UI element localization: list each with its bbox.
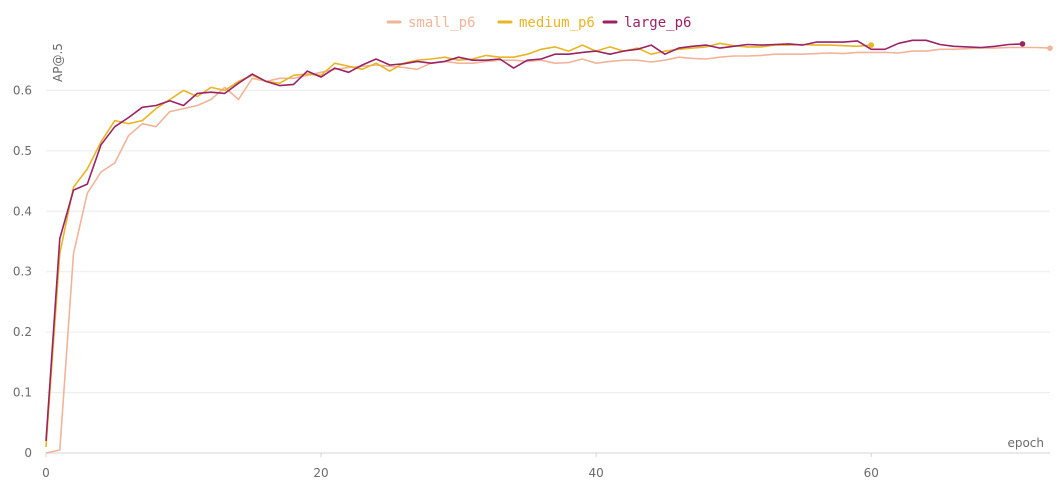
legend: small_p6 medium_p6 large_p6 bbox=[386, 15, 691, 31]
series-line-medium_p6 bbox=[45, 42, 872, 448]
legend-label: large_p6 bbox=[624, 15, 691, 31]
series-endpoint-large_p6 bbox=[1019, 41, 1026, 47]
y-tick-labels: 0 0.1 0.2 0.3 0.4 0.5 0.6 bbox=[13, 83, 32, 460]
grid-lines bbox=[46, 89, 1050, 394]
series-endpoint-medium_p6 bbox=[868, 42, 875, 48]
legend-item-medium_p6[interactable]: medium_p6 bbox=[497, 15, 595, 31]
x-tick-label: 60 bbox=[864, 466, 879, 480]
legend-item-large_p6[interactable]: large_p6 bbox=[602, 15, 691, 31]
y-tick-label: 0 bbox=[24, 446, 32, 460]
series-group bbox=[45, 39, 1053, 454]
y-tick-label: 0.3 bbox=[13, 265, 32, 279]
y-axis-title: AP@.5 bbox=[51, 43, 65, 82]
legend-item-small_p6[interactable]: small_p6 bbox=[386, 15, 475, 31]
series-line-large_p6 bbox=[45, 39, 1023, 441]
legend-label: small_p6 bbox=[408, 15, 475, 31]
series-endpoint-small_p6 bbox=[1047, 45, 1053, 51]
x-tick-labels: 0 20 40 60 bbox=[42, 453, 879, 480]
x-tick-label: 20 bbox=[313, 466, 328, 480]
y-tick-label: 0.6 bbox=[13, 83, 32, 97]
y-tick-label: 0.1 bbox=[13, 386, 32, 400]
y-tick-label: 0.2 bbox=[13, 325, 32, 339]
legend-label: medium_p6 bbox=[519, 15, 595, 31]
x-tick-label: 40 bbox=[588, 466, 603, 480]
y-tick-label: 0.5 bbox=[13, 144, 32, 158]
y-tick-label: 0.4 bbox=[13, 204, 32, 218]
x-axis-title: epoch bbox=[1007, 436, 1044, 450]
series-line-small_p6 bbox=[45, 46, 1051, 454]
x-tick-label: 0 bbox=[42, 466, 50, 480]
